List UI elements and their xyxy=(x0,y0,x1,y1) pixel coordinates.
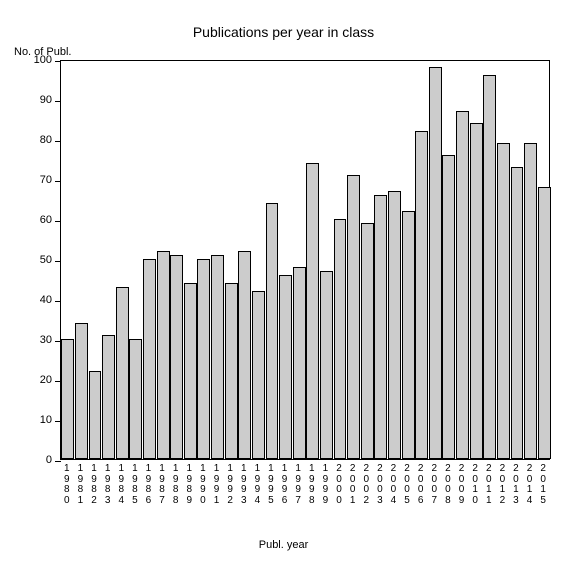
y-tick-label: 70 xyxy=(26,174,52,186)
x-tick-label: 2 0 0 2 xyxy=(359,464,373,506)
x-tick-label: 1 9 8 6 xyxy=(142,464,156,506)
bar xyxy=(538,187,551,459)
bar xyxy=(211,255,224,459)
bar xyxy=(402,211,415,459)
x-tick-label: 1 9 9 4 xyxy=(251,464,265,506)
x-tick-label: 2 0 1 4 xyxy=(523,464,537,506)
bar xyxy=(347,175,360,459)
bar xyxy=(429,67,442,459)
x-tick-label: 2 0 0 9 xyxy=(455,464,469,506)
bar xyxy=(279,275,292,459)
x-tick-label: 2 0 1 5 xyxy=(536,464,550,506)
bar xyxy=(89,371,102,459)
x-tick-label: 2 0 0 8 xyxy=(441,464,455,506)
x-tick-label: 1 9 9 7 xyxy=(291,464,305,506)
x-tick-label: 2 0 0 3 xyxy=(373,464,387,506)
y-tick xyxy=(55,221,61,222)
x-tick-label: 1 9 9 1 xyxy=(210,464,224,506)
bar xyxy=(456,111,469,459)
x-tick-label: 1 9 9 5 xyxy=(264,464,278,506)
bar xyxy=(415,131,428,459)
y-tick xyxy=(55,61,61,62)
chart-container: Publications per year in class No. of Pu… xyxy=(0,0,567,567)
y-tick-label: 80 xyxy=(26,134,52,146)
x-tick-label: 1 9 9 3 xyxy=(237,464,251,506)
x-tick-label: 2 0 1 3 xyxy=(509,464,523,506)
bar xyxy=(129,339,142,459)
y-tick-label: 90 xyxy=(26,94,52,106)
x-tick-label: 1 9 9 6 xyxy=(278,464,292,506)
bar xyxy=(116,287,129,459)
x-tick-label: 1 9 8 8 xyxy=(169,464,183,506)
bar xyxy=(197,259,210,459)
y-tick xyxy=(55,461,61,462)
bar xyxy=(320,271,333,459)
bar xyxy=(170,255,183,459)
y-tick xyxy=(55,181,61,182)
y-tick xyxy=(55,141,61,142)
bar xyxy=(524,143,537,459)
y-tick-label: 10 xyxy=(26,414,52,426)
bar xyxy=(61,339,74,459)
y-tick xyxy=(55,341,61,342)
y-tick-label: 40 xyxy=(26,294,52,306)
x-tick-label: 1 9 8 1 xyxy=(74,464,88,506)
bar xyxy=(75,323,88,459)
y-tick-label: 50 xyxy=(26,254,52,266)
x-tick-label: 1 9 9 9 xyxy=(319,464,333,506)
bar xyxy=(293,267,306,459)
plot-area xyxy=(60,60,550,460)
bar xyxy=(374,195,387,459)
x-tick-label: 2 0 0 1 xyxy=(346,464,360,506)
x-tick-label: 2 0 1 2 xyxy=(496,464,510,506)
x-axis-label: Publ. year xyxy=(0,539,567,551)
x-tick-label: 1 9 8 7 xyxy=(155,464,169,506)
x-tick-label: 1 9 8 3 xyxy=(101,464,115,506)
bar xyxy=(225,283,238,459)
bar xyxy=(238,251,251,459)
y-tick xyxy=(55,101,61,102)
y-tick-label: 30 xyxy=(26,334,52,346)
bar xyxy=(157,251,170,459)
x-tick-label: 1 9 8 4 xyxy=(114,464,128,506)
x-tick-label: 1 9 9 0 xyxy=(196,464,210,506)
y-tick-label: 0 xyxy=(26,454,52,466)
bar xyxy=(252,291,265,459)
x-tick-label: 2 0 1 1 xyxy=(482,464,496,506)
y-tick xyxy=(55,261,61,262)
x-tick-label: 1 9 8 5 xyxy=(128,464,142,506)
x-tick-label: 2 0 0 4 xyxy=(387,464,401,506)
bar xyxy=(497,143,510,459)
x-tick-label: 2 0 1 0 xyxy=(468,464,482,506)
y-tick-label: 60 xyxy=(26,214,52,226)
x-tick-label: 1 9 9 2 xyxy=(223,464,237,506)
x-tick-label: 1 9 9 8 xyxy=(305,464,319,506)
x-tick-label: 2 0 0 7 xyxy=(428,464,442,506)
bar xyxy=(470,123,483,459)
y-tick-label: 20 xyxy=(26,374,52,386)
bar xyxy=(143,259,156,459)
y-tick xyxy=(55,381,61,382)
bar xyxy=(361,223,374,459)
x-tick-label: 2 0 0 6 xyxy=(414,464,428,506)
chart-title: Publications per year in class xyxy=(0,24,567,40)
bar xyxy=(388,191,401,459)
x-tick-label: 2 0 0 0 xyxy=(332,464,346,506)
x-tick-label: 1 9 8 2 xyxy=(87,464,101,506)
x-tick-label: 2 0 0 5 xyxy=(400,464,414,506)
bar xyxy=(511,167,524,459)
bar xyxy=(442,155,455,459)
bar xyxy=(102,335,115,459)
bar xyxy=(306,163,319,459)
y-tick xyxy=(55,421,61,422)
y-tick xyxy=(55,301,61,302)
bar xyxy=(334,219,347,459)
bar xyxy=(266,203,279,459)
y-tick-label: 100 xyxy=(26,54,52,66)
bar xyxy=(184,283,197,459)
x-tick-label: 1 9 8 0 xyxy=(60,464,74,506)
bar xyxy=(483,75,496,459)
x-tick-label: 1 9 8 9 xyxy=(183,464,197,506)
